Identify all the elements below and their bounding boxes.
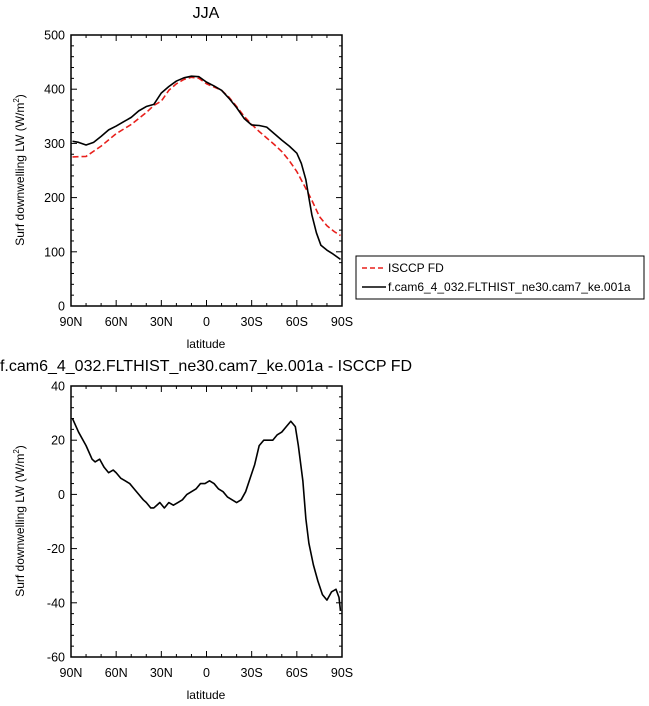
bot-x-tick-label: 90N [60,666,83,680]
bot-x-tick-label: 30N [150,666,173,680]
top-y-axis-label-close: ) [13,94,27,98]
bottom-x-ticks: 90N 60N 30N 0 30S 60S 90S [60,386,353,680]
bottom-series-lines [71,418,342,612]
bottom-y-axis-label-sup: 2 [12,449,21,454]
bottom-plot-frame [70,385,343,658]
top-x-tick-label: 30S [241,315,263,329]
bottom-chart-title: f.cam6_4_032.FLTHIST_ne30.cam7_ke.001a -… [0,358,412,375]
bot-y-tick-label: -40 [47,596,65,610]
bot-x-tick-label: 90S [331,666,353,680]
top-y-tick-label: 300 [44,137,65,151]
top-y-tick-label: 400 [44,83,65,97]
bottom-panel: f.cam6_4_032.FLTHIST_ne30.cam7_ke.001a -… [0,358,412,702]
top-y-tick-label: 500 [44,29,65,43]
top-y-tick-label: 0 [58,300,65,314]
top-x-axis-label: latitude [187,337,226,351]
bot-y-tick-label: 0 [58,488,65,502]
top-panel: JJA 90N 60N 30N 0 30S 60S 90S 0 100 200 300 400 500… [12,5,645,351]
top-y-tick-label: 200 [44,191,65,205]
legend-label-isccp: ISCCP FD [388,261,444,275]
bot-y-tick-label: -60 [47,651,65,665]
top-y-tick-label: 100 [44,245,65,259]
top-x-ticks: 90N 60N 30N 0 30S 60S 90S [60,35,353,329]
bottom-y-axis-label-close: ) [13,445,27,449]
top-plot-frame [70,34,343,307]
top-x-tick-label: 0 [203,315,210,329]
bot-y-tick-label: -20 [47,542,65,556]
top-x-tick-label: 90N [60,315,83,329]
top-x-tick-label: 60S [286,315,308,329]
bot-x-tick-label: 30S [241,666,263,680]
top-x-tick-label: 30N [150,315,173,329]
bot-series-line-0 [71,418,342,612]
bot-x-tick-label: 60N [105,666,128,680]
bottom-y-axis-label: Surf downwelling LW (W/m2) [12,445,27,597]
legend: ISCCP FD f.cam6_4_032.FLTHIST_ne30.cam7_… [355,255,645,300]
top-y-axis-label-sup: 2 [12,98,21,103]
top-series-line-0 [72,76,341,237]
top-series-line-1 [72,75,341,261]
legend-label-model: f.cam6_4_032.FLTHIST_ne30.cam7_ke.001a [388,280,631,294]
bot-y-tick-label: 20 [51,434,65,448]
top-x-tick-label: 60N [105,315,128,329]
bot-y-tick-label: 40 [51,380,65,394]
top-y-ticks: 0 100 200 300 400 500 [44,29,342,314]
top-x-tick-label: 90S [331,315,353,329]
top-y-axis-label: Surf downwelling LW (W/m2) [12,94,27,246]
top-chart-title: JJA [193,5,220,22]
bottom-y-ticks: -60 -40 -20 0 20 40 [47,380,342,665]
top-y-axis-label-main: Surf downwelling LW (W/m [13,103,27,246]
bottom-x-axis-label: latitude [187,688,226,702]
top-series-lines [72,75,341,261]
legend-box [355,255,645,300]
bottom-y-axis-label-main: Surf downwelling LW (W/m [13,454,27,597]
bot-x-tick-label: 60S [286,666,308,680]
bot-x-tick-label: 0 [203,666,210,680]
